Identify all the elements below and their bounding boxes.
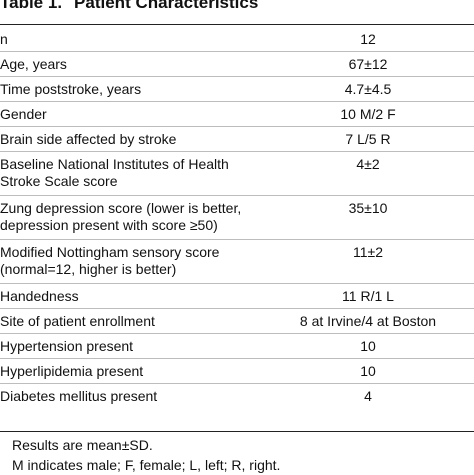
footnote: M indicates male; F, female; L, left; R,… bbox=[12, 457, 281, 473]
row-value: 4.7±4.5 bbox=[344, 81, 392, 97]
table-name: Patient Characteristics bbox=[74, 0, 259, 12]
table-row: Gender 10 M/2 F bbox=[0, 102, 474, 127]
row-value: 67±12 bbox=[348, 56, 388, 72]
table-row: Handedness 11 R/1 L bbox=[0, 284, 474, 309]
row-value: 10 bbox=[360, 363, 376, 379]
table-title: Table 1. Patient Characteristics bbox=[0, 0, 474, 14]
row-value: 8 at Irvine/4 at Boston bbox=[299, 313, 437, 329]
row-label: Age, years bbox=[0, 56, 67, 72]
bottom-rule bbox=[0, 431, 474, 432]
table-footnotes: Results are mean±SD. M indicates male; F… bbox=[12, 435, 280, 475]
row-value: 10 M/2 F bbox=[340, 106, 396, 122]
row-label: Zung depression score (lower is better, … bbox=[0, 200, 242, 233]
table-body: n 12 Age, years 67±12 Time poststroke, y… bbox=[0, 27, 474, 409]
row-label: n bbox=[0, 31, 8, 47]
table-row: Hyperlipidemia present 10 bbox=[0, 359, 474, 384]
table-row: n 12 bbox=[0, 27, 474, 52]
top-rule bbox=[0, 24, 474, 25]
row-label: Time poststroke, years bbox=[0, 81, 142, 97]
row-label: Site of patient enrollment bbox=[0, 313, 155, 329]
row-label: Hypertension present bbox=[0, 338, 134, 354]
row-label: Diabetes mellitus present bbox=[0, 388, 158, 404]
row-value: 10 bbox=[360, 338, 376, 354]
row-value: 11 R/1 L bbox=[342, 288, 394, 304]
row-value: 4±2 bbox=[356, 156, 380, 172]
table-row: Modified Nottingham sensory score (norma… bbox=[0, 240, 474, 284]
table-row: Baseline National Institutes of Health S… bbox=[0, 152, 474, 196]
table-row: Time poststroke, years 4.7±4.5 bbox=[0, 77, 474, 102]
table-row: Age, years 67±12 bbox=[0, 52, 474, 77]
row-value: 7 L/5 R bbox=[345, 131, 391, 147]
table-row: Site of patient enrollment 8 at Irvine/4… bbox=[0, 309, 474, 334]
table-row: Brain side affected by stroke 7 L/5 R bbox=[0, 127, 474, 152]
row-value: 12 bbox=[360, 31, 376, 47]
table-row: Hypertension present 10 bbox=[0, 334, 474, 359]
row-value: 35±10 bbox=[348, 200, 388, 216]
row-value: 4 bbox=[364, 388, 372, 404]
table-row: Zung depression score (lower is better, … bbox=[0, 196, 474, 240]
row-label: Hyperlipidemia present bbox=[0, 363, 144, 379]
row-label: Baseline National Institutes of Health S… bbox=[0, 156, 229, 189]
row-label: Handedness bbox=[0, 288, 79, 304]
row-label: Gender bbox=[0, 106, 47, 122]
footnote: Results are mean±SD. bbox=[12, 437, 153, 453]
row-label: Modified Nottingham sensory score (norma… bbox=[0, 244, 220, 277]
row-value: 11±2 bbox=[352, 244, 383, 260]
table-number: Table 1. bbox=[0, 0, 63, 12]
row-label: Brain side affected by stroke bbox=[0, 131, 177, 147]
table-row: Diabetes mellitus present 4 bbox=[0, 384, 474, 409]
